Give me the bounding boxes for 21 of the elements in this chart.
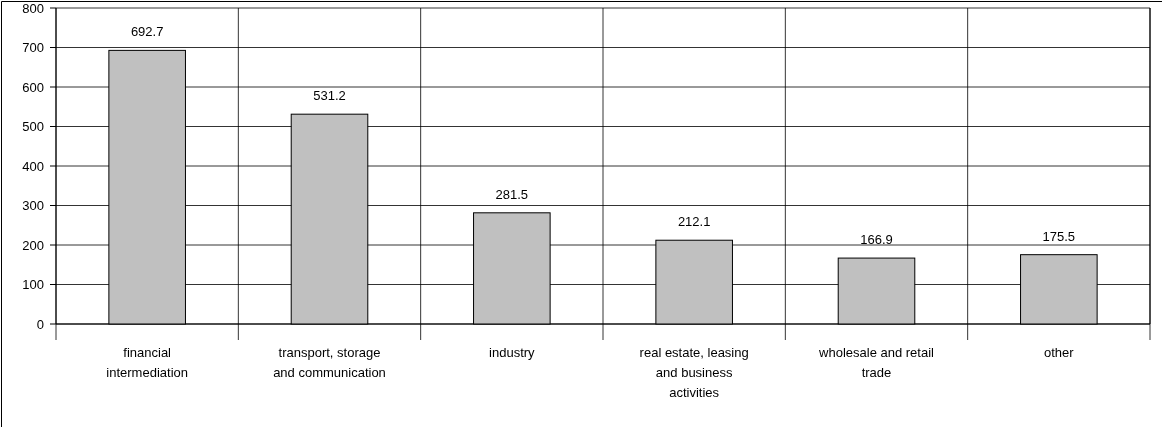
- data-label: 281.5: [495, 186, 529, 202]
- y-tick-label: 800: [22, 0, 44, 16]
- x-tick-label: financial intermediation: [106, 345, 188, 380]
- y-tick-label: 500: [22, 119, 44, 135]
- y-tick-label: 400: [22, 158, 44, 174]
- x-tick-label: wholesale and retail trade: [818, 345, 935, 380]
- y-tick-label: 0: [36, 316, 44, 332]
- data-label: 531.2: [313, 88, 346, 104]
- data-label: 175.5: [1042, 228, 1076, 244]
- y-tick-label: 200: [22, 237, 44, 253]
- x-tick-label: transport, storage and communication: [273, 345, 386, 380]
- y-tick-label: 600: [22, 79, 44, 95]
- y-tick-label: 100: [22, 277, 44, 293]
- x-tick-label: real estate, leasing and business activities: [639, 345, 749, 400]
- data-label: 166.9: [860, 232, 893, 248]
- data-label: 212.1: [677, 214, 711, 230]
- x-tick-label: other: [1044, 345, 1075, 360]
- y-tick-label: 700: [22, 40, 44, 56]
- data-label: 692.7: [130, 24, 164, 40]
- x-tick-label: industry: [489, 345, 536, 360]
- y-tick-label: 300: [22, 198, 44, 214]
